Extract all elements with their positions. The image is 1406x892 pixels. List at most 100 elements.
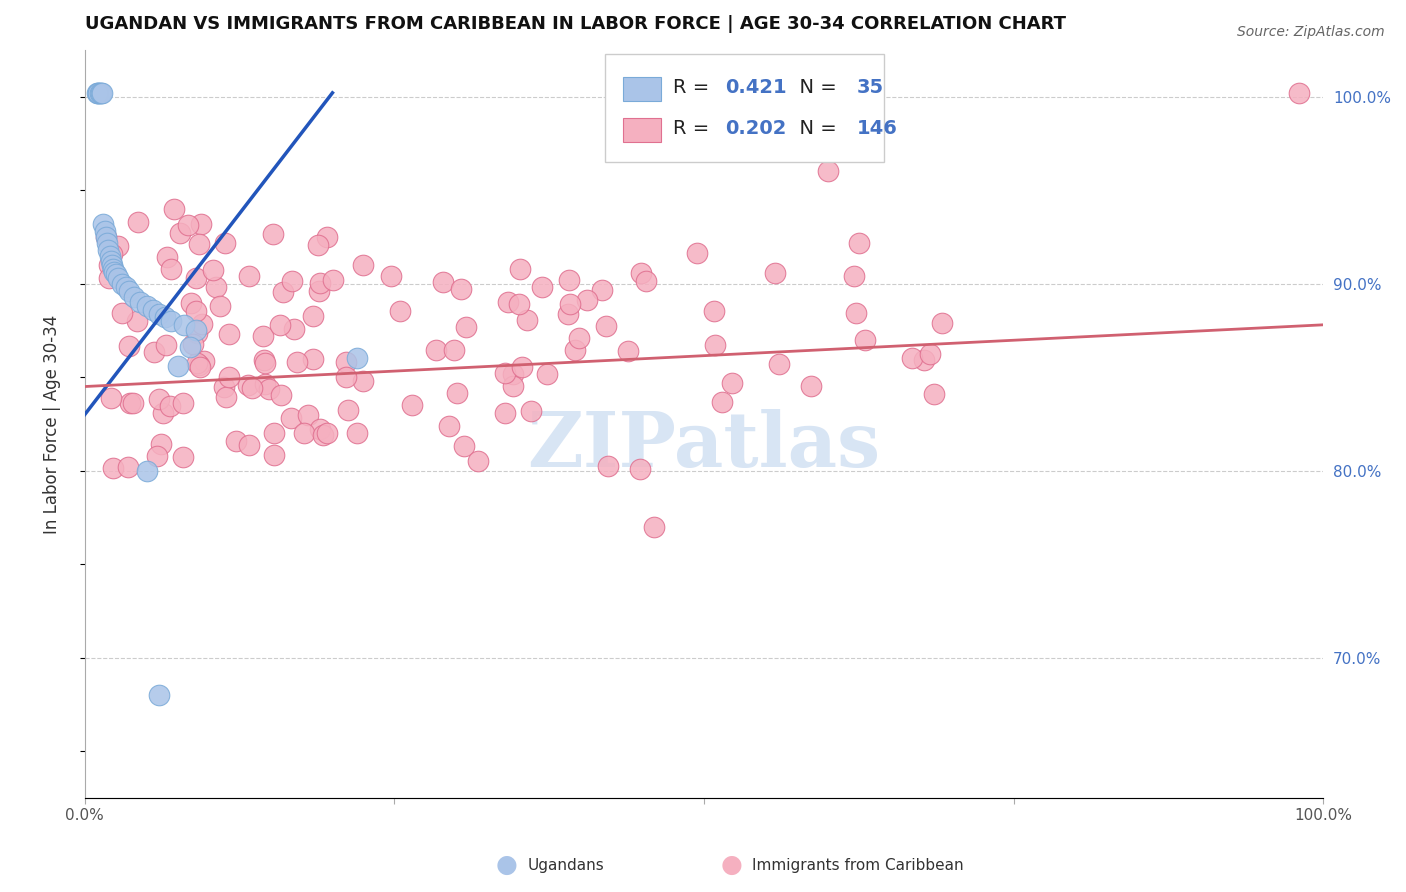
Point (498, 295, 520, 310)
Point (193, 353, 215, 368)
Point (595, 318, 617, 333)
Point (177, 218, 200, 232)
Point (520, 404, 543, 418)
Point (302, 310, 325, 324)
FancyBboxPatch shape (623, 77, 661, 101)
Point (191, 317, 214, 331)
Point (240, 381, 263, 395)
Point (346, 426, 368, 441)
Point (516, 313, 538, 327)
Point (768, 357, 790, 371)
Point (617, 343, 640, 358)
Point (89, 86, 111, 100)
Point (252, 329, 274, 343)
Point (437, 419, 460, 434)
Point (186, 323, 208, 337)
Point (101, 258, 124, 272)
Point (564, 343, 586, 357)
Point (103, 265, 125, 279)
Point (118, 396, 141, 410)
Point (104, 268, 127, 282)
Point (155, 310, 177, 325)
Text: UGANDAN VS IMMIGRANTS FROM CARIBBEAN IN LABOR FORCE | AGE 30-34 CORRELATION CHAR: UGANDAN VS IMMIGRANTS FROM CARIBBEAN IN … (84, 15, 1066, 33)
Point (380, 268, 402, 283)
Point (93, 224, 115, 238)
Point (931, 316, 953, 330)
FancyBboxPatch shape (623, 118, 661, 142)
Text: 146: 146 (856, 119, 897, 138)
Point (97, 271, 120, 285)
Point (190, 217, 212, 231)
Point (309, 422, 332, 436)
Point (262, 227, 284, 241)
Point (122, 395, 145, 409)
Point (285, 355, 308, 369)
Point (101, 247, 124, 261)
Point (118, 339, 141, 353)
Point (97, 258, 120, 272)
Point (900, 351, 922, 366)
Point (302, 351, 325, 366)
Point (91, 86, 114, 100)
Text: Ugandans: Ugandans (527, 858, 605, 872)
Point (215, 390, 238, 404)
Point (254, 356, 277, 370)
Point (122, 290, 145, 304)
Text: ●: ● (720, 854, 742, 877)
Point (352, 258, 374, 272)
Point (558, 297, 581, 311)
Point (509, 261, 531, 276)
Text: ●: ● (495, 854, 517, 877)
Point (148, 688, 170, 702)
Point (98, 249, 121, 263)
Point (270, 388, 292, 402)
Point (401, 399, 423, 413)
Point (456, 319, 478, 334)
Point (94, 230, 117, 244)
Point (494, 366, 516, 380)
Point (118, 284, 141, 298)
Point (711, 395, 734, 409)
Point (720, 376, 742, 390)
Point (283, 322, 305, 336)
Text: Source: ZipAtlas.com: Source: ZipAtlas.com (1237, 25, 1385, 39)
Point (254, 376, 277, 391)
Point (100, 391, 122, 405)
Point (425, 343, 447, 357)
Point (257, 382, 280, 396)
Point (297, 408, 319, 422)
Y-axis label: In Labor Force | Age 30-34: In Labor Force | Age 30-34 (44, 314, 60, 533)
Point (443, 343, 465, 357)
Point (316, 425, 339, 440)
Point (111, 306, 134, 320)
Point (179, 340, 201, 354)
Point (634, 274, 657, 288)
Point (800, 378, 823, 392)
Point (142, 302, 165, 317)
Point (127, 215, 149, 229)
Point (205, 280, 228, 294)
Point (388, 303, 411, 318)
Point (166, 359, 188, 373)
Point (531, 280, 554, 294)
Point (598, 458, 620, 473)
Point (184, 270, 207, 285)
Point (173, 318, 195, 332)
Point (453, 439, 475, 453)
Text: N =: N = (787, 78, 844, 96)
Point (703, 304, 725, 318)
Point (163, 202, 186, 217)
Point (186, 356, 208, 370)
Point (214, 236, 236, 251)
Point (307, 238, 329, 252)
Text: 0.202: 0.202 (725, 119, 786, 138)
Point (628, 462, 651, 476)
Point (508, 297, 530, 311)
Point (159, 261, 181, 276)
Point (150, 437, 173, 451)
Point (114, 280, 136, 294)
Point (346, 351, 368, 366)
Point (308, 284, 330, 298)
Point (209, 299, 232, 313)
Point (87, 86, 110, 100)
